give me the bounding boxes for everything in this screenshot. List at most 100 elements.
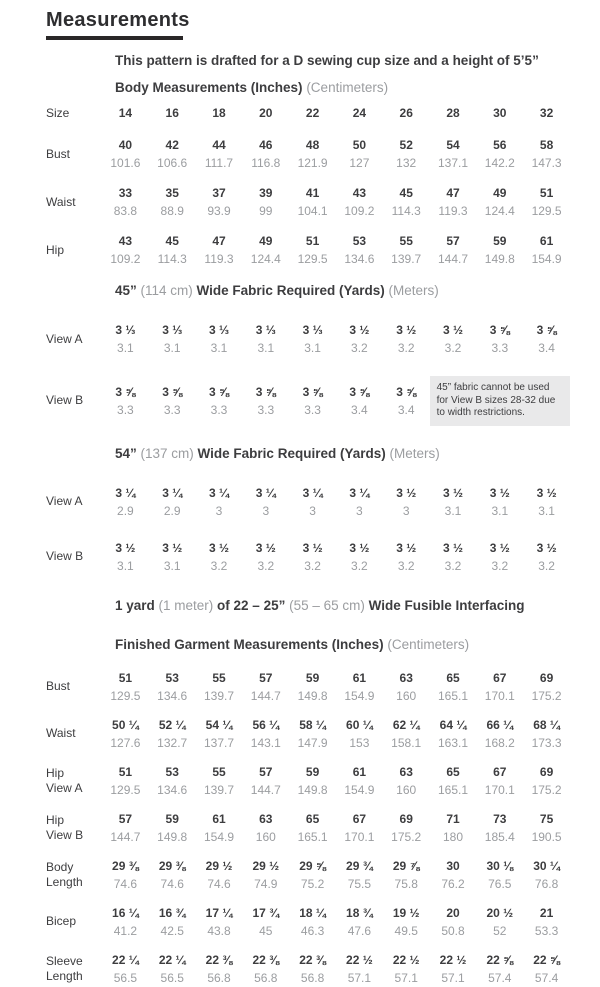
inches-value: 3 ¼ <box>115 485 136 500</box>
inches-value: 65 <box>305 811 320 826</box>
measurement-cell: 43 109.2 <box>336 184 383 220</box>
inches-value: 26 <box>399 106 413 120</box>
inches-value: 32 <box>539 106 554 120</box>
measurement-cell: 3 ½ 3.2 <box>523 539 570 575</box>
cm-value: 3.2 <box>397 341 415 355</box>
inches-value: 64 ¼ <box>439 717 467 732</box>
row-label-line: View B <box>46 393 84 408</box>
measurement-cell: 22 ½ 57.1 <box>336 951 383 987</box>
inches-value: 3 ⅝ <box>349 384 370 399</box>
inches-value: 3 ⅝ <box>302 384 323 399</box>
measurement-cell: 69 175.2 <box>523 763 570 799</box>
cm-value: 119.3 <box>438 204 468 218</box>
cm-value: 134.6 <box>157 782 188 797</box>
cm-value: 56.8 <box>254 970 278 985</box>
inches-value: 56 <box>493 138 507 152</box>
cm-value: 144.7 <box>437 252 468 266</box>
cm-value: 3.2 <box>351 341 368 355</box>
inches-value: 22 ½ <box>392 952 420 967</box>
measurement-cell: 33 83.8 <box>102 184 149 220</box>
title-underline <box>46 36 183 40</box>
measurement-cell: 44 111.7 <box>196 136 243 172</box>
inches-value: 3 ½ <box>536 485 557 500</box>
measurement-cell: 29 ¾ 75.5 <box>336 857 383 893</box>
measurement-cell: 3 ⅝ 3.3 <box>102 383 149 419</box>
cm-value: 3.1 <box>304 341 321 355</box>
measurement-cell: 29 ½ 74.6 <box>196 857 243 893</box>
inches-value: 67 <box>493 764 507 779</box>
measurement-cell: 3 ⅝ 3.4 <box>523 321 570 357</box>
inches-value: 3 ½ <box>489 485 510 500</box>
inches-value: 40 <box>118 138 133 152</box>
inches-value: 22 ⅝ <box>533 952 560 967</box>
row-label-line: View A <box>46 780 83 795</box>
inches-value: 3 ½ <box>255 540 276 555</box>
heading-segment: Wide Fabric Required (Yards) <box>192 283 389 298</box>
cm-value: 165.1 <box>437 782 468 797</box>
cm-value: 74.6 <box>160 876 184 891</box>
cm-value: 165.1 <box>297 829 328 844</box>
measurement-cell: 51 129.5 <box>523 184 570 220</box>
inches-value: 53 <box>352 234 367 248</box>
inches-value: 65 <box>446 764 460 779</box>
cm-value: 74.6 <box>207 876 231 891</box>
measurement-cell: 65 165.1 <box>289 810 336 846</box>
measurement-cell: 29 ⅞ 75.8 <box>383 857 430 893</box>
inches-value: 29 ⅝ <box>299 858 326 873</box>
section-body-measurements: Body Measurements (Inches) (Centimeters)… <box>46 79 570 268</box>
measurement-cell: 19 ½ 49.5 <box>383 904 430 940</box>
finished-garment-heading: Finished Garment Measurements (Inches) (… <box>115 636 570 653</box>
measurement-cell: 28 <box>430 104 477 122</box>
measurement-cell: 3 ½ 3.2 <box>383 539 430 575</box>
cm-value: 101.6 <box>110 156 141 170</box>
row-label: Body Length <box>46 860 102 890</box>
cm-value: 56.8 <box>300 970 325 985</box>
inches-value: 3 ½ <box>208 540 229 555</box>
inches-value: 55 <box>212 764 226 779</box>
inches-value: 63 <box>259 811 273 826</box>
measurement-cell: 59 149.8 <box>149 810 196 846</box>
cm-value: 88.9 <box>160 204 184 218</box>
row-label: View B <box>46 549 102 564</box>
cm-value: 57.1 <box>394 970 418 985</box>
cm-value: 147.9 <box>297 735 328 750</box>
cm-value: 56.5 <box>160 970 184 985</box>
measurement-cell: 21 53.3 <box>523 904 570 940</box>
cm-value: 185.4 <box>484 829 515 844</box>
cm-value: 127 <box>349 156 370 170</box>
cm-value: 42.5 <box>160 923 184 938</box>
measurement-cell: 3 ½ 3.2 <box>196 539 243 575</box>
inches-value: 56 ¼ <box>252 717 280 732</box>
inches-value: 29 ⅜ <box>112 858 139 873</box>
cm-value: 57.1 <box>441 970 465 985</box>
cm-value: 3.2 <box>351 558 368 573</box>
cm-value: 144.7 <box>250 782 281 797</box>
measurement-cell: 16 ¼ 41.2 <box>102 904 149 940</box>
cm-value: 3.4 <box>538 341 555 355</box>
measurement-cell: 22 ½ 57.1 <box>430 951 477 987</box>
inches-value: 3 ½ <box>396 485 417 500</box>
inches-value: 3 ½ <box>302 540 323 555</box>
measurement-cell: 51 129.5 <box>102 669 149 705</box>
cm-value: 3 <box>402 503 410 518</box>
cm-value: 147.3 <box>531 156 562 170</box>
cm-value: 134.6 <box>157 688 188 703</box>
measurement-cell: 3 ⅓ 3.1 <box>102 321 149 357</box>
measurement-cell: 50 127 <box>336 136 383 172</box>
inches-value: 67 <box>352 811 367 826</box>
inches-value: 24 <box>352 106 367 120</box>
inches-value: 47 <box>212 234 226 248</box>
inches-value: 22 ¼ <box>158 952 186 967</box>
inches-value: 3 ½ <box>442 323 463 337</box>
cm-value: 149.8 <box>157 829 188 844</box>
measurement-cell: 37 93.9 <box>196 184 243 220</box>
cm-value: 56.5 <box>113 970 138 985</box>
cm-value: 2.9 <box>117 503 134 518</box>
cm-value: 3.3 <box>117 402 134 417</box>
heading-segment: Wide Fabric Required (Yards) <box>193 445 390 461</box>
table-row: Size 14 16 18 20 22 24 26 28 30 32 <box>46 104 570 122</box>
measurement-cell: 14 <box>102 104 149 122</box>
